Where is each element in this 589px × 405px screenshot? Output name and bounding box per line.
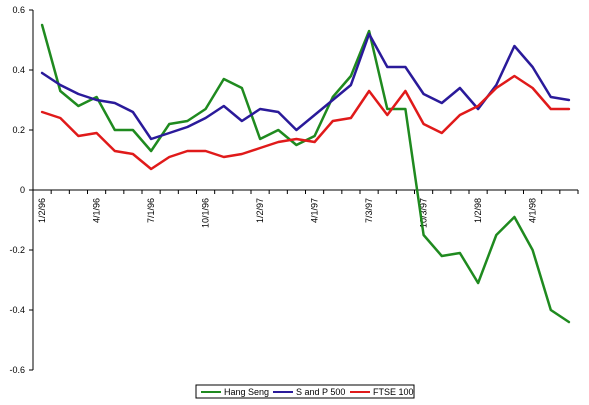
x-axis-ticks: 1/2/96 4/1/96 7/1/96 10/1/96 1/2/97 4/1/97 7/3… (32, 190, 579, 228)
x-tick-label: 4/1/97 (310, 198, 320, 223)
x-tick-label: 4/1/98 (528, 198, 538, 223)
y-tick-label: 0.2 (12, 125, 25, 135)
x-tick-label: 7/3/97 (364, 198, 374, 223)
legend-label: Hang Seng (224, 387, 269, 397)
x-tick-label: 10/3/97 (419, 198, 429, 228)
x-tick-label: 10/1/96 (201, 198, 211, 228)
legend: Hang Seng S and P 500 FTSE 100 (195, 384, 415, 399)
y-tick-label: 0 (20, 185, 25, 195)
y-tick-label: -0.2 (9, 245, 25, 255)
x-tick-label: 4/1/96 (92, 198, 102, 223)
y-tick-label: 0.6 (12, 5, 25, 15)
legend-label: FTSE 100 (373, 387, 414, 397)
y-tick-label: -0.4 (9, 305, 25, 315)
y-axis-ticks: -0.6 -0.4 -0.2 0 0.2 0.4 0.6 (9, 5, 33, 375)
x-tick-label: 7/1/96 (146, 198, 156, 223)
series-line-hang-seng (40, 23, 571, 324)
legend-box (195, 384, 415, 399)
series-line-s-and-p-500 (40, 32, 571, 141)
x-tick-label: 1/2/98 (473, 198, 483, 223)
x-tick-label: 1/2/97 (255, 198, 265, 223)
legend-label: S and P 500 (296, 387, 345, 397)
y-tick-label: -0.6 (9, 365, 25, 375)
y-tick-label: 0.4 (12, 65, 25, 75)
x-tick-label: 1/2/96 (37, 198, 47, 223)
series-line-ftse-100 (40, 74, 571, 171)
series-lines (40, 23, 571, 324)
